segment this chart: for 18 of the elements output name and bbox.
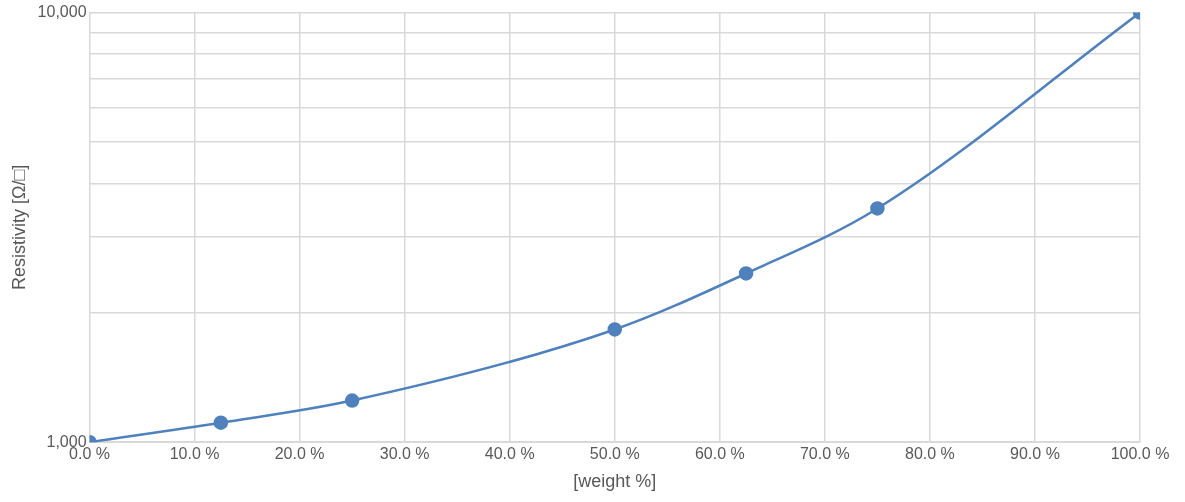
x-tick-label: 40.0 % [484,445,535,463]
x-tick-label: 20.0 % [274,445,325,463]
x-tick-label: 90.0 % [1010,445,1060,463]
x-tick-label: 60.0 % [694,445,745,463]
x-axis-title: [weight %] [573,471,657,492]
x-tick-label: 100.0 % [1110,445,1170,463]
y-tick-label: 10,000 [37,3,87,21]
point [213,415,229,430]
x-tick-label: 70.0 % [799,445,850,463]
point [607,322,623,337]
point [870,201,885,216]
point [738,266,754,281]
x-tick-label: 30.0 % [379,445,430,463]
x-tick-label: 10.0 % [169,445,220,463]
point [344,393,360,408]
y-axis-title: Resistivity [Ω/□] [8,164,29,291]
x-tick-label: 80.0 % [905,445,955,463]
x-tick-label: 50.0 % [589,445,640,463]
